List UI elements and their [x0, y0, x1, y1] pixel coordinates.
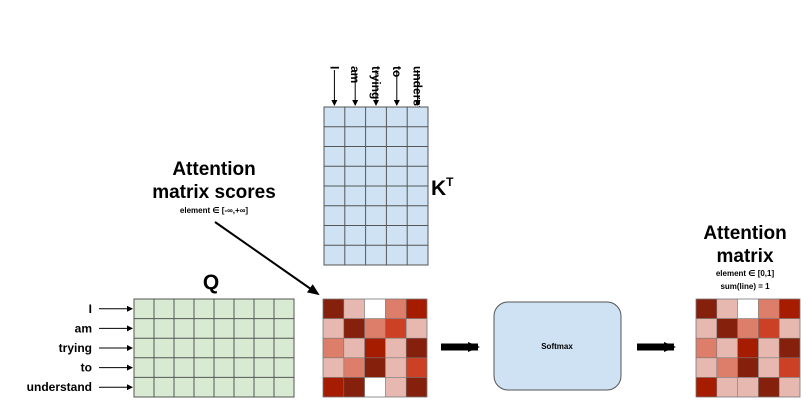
- attention-cell: [716, 299, 738, 319]
- attention-cell: [758, 357, 780, 378]
- scores-pointer-arrow: [214, 221, 320, 296]
- attention-cell: [737, 338, 759, 358]
- q-token-label: understand: [27, 380, 92, 394]
- scores-cell: [364, 299, 386, 319]
- scores-title-line1: Attention: [172, 159, 255, 180]
- attention-cell: [716, 357, 738, 378]
- scores-element-range: element ∈ [-∞,+∞]: [180, 206, 248, 215]
- scores-cell: [385, 377, 407, 397]
- attention-cell: [779, 338, 800, 358]
- softmax-label: Softmax: [541, 342, 573, 351]
- scores-cell: [323, 318, 344, 339]
- q-token-label: to: [81, 361, 92, 375]
- scores-cell: [364, 357, 386, 378]
- attention-cell: [716, 318, 738, 339]
- attention-cell: [779, 318, 800, 339]
- scores-cell: [343, 357, 365, 378]
- scores-cell: [406, 357, 427, 378]
- scores-cell: [385, 338, 407, 358]
- scores-title-line2: matrix scores: [152, 182, 276, 203]
- attention-cell: [758, 299, 780, 319]
- attention-element-range: element ∈ [0,1]: [716, 269, 775, 278]
- scores-cell: [343, 338, 365, 358]
- attention-cell: [737, 299, 759, 319]
- scores-cell: [385, 299, 407, 319]
- scores-cell: [385, 318, 407, 339]
- attention-cell: [779, 377, 800, 397]
- attention-cell: [696, 299, 717, 319]
- attention-cell: [758, 338, 780, 358]
- scores-border: [322, 298, 428, 398]
- scores-cell: [406, 299, 427, 319]
- attention-title-line1: Attention: [703, 223, 786, 244]
- attention-heatmap: [695, 298, 801, 398]
- q-token-label: am: [75, 321, 92, 335]
- attention-cell: [737, 357, 759, 378]
- attention-cell: [737, 318, 759, 339]
- scores-heatmap: [322, 298, 428, 398]
- softmax-box: [493, 301, 622, 391]
- scores-cell: [406, 338, 427, 358]
- k-token-label: I: [327, 66, 341, 69]
- scores-cell: [323, 357, 344, 378]
- k-transpose-label: KT: [431, 175, 454, 200]
- attention-cell: [716, 338, 738, 358]
- q-token-labels: Iam trying to understand: [27, 302, 133, 394]
- attention-cell: [779, 357, 800, 378]
- attention-cell: [758, 377, 780, 397]
- scores-cell: [364, 338, 386, 358]
- q-token-label: I: [89, 302, 92, 316]
- q-matrix: [133, 298, 295, 398]
- attention-cell: [758, 318, 780, 339]
- scores-cell: [385, 357, 407, 378]
- attention-cell: [737, 377, 759, 397]
- scores-cell: [364, 318, 386, 339]
- scores-cell: [343, 299, 365, 319]
- attention-cell: [696, 318, 717, 339]
- scores-cell: [406, 318, 427, 339]
- q-label: Q: [203, 271, 219, 294]
- attention-cell: [716, 377, 738, 397]
- q-token-label: trying: [59, 341, 92, 355]
- attention-row-sum: sum(line) = 1: [720, 282, 770, 291]
- attention-border: [695, 298, 801, 398]
- scores-cell: [323, 299, 344, 319]
- scores-cell: [323, 338, 344, 358]
- k-transpose-matrix: [323, 106, 429, 266]
- scores-cell: [343, 377, 365, 397]
- attention-title-line2: matrix: [716, 246, 773, 267]
- attention-cell: [696, 338, 717, 358]
- attention-cell: [696, 357, 717, 378]
- scores-cell: [364, 377, 386, 397]
- attention-cell: [696, 377, 717, 397]
- scores-cell: [323, 377, 344, 397]
- scores-cell: [406, 377, 427, 397]
- scores-cell: [343, 318, 365, 339]
- attention-cell: [779, 299, 800, 319]
